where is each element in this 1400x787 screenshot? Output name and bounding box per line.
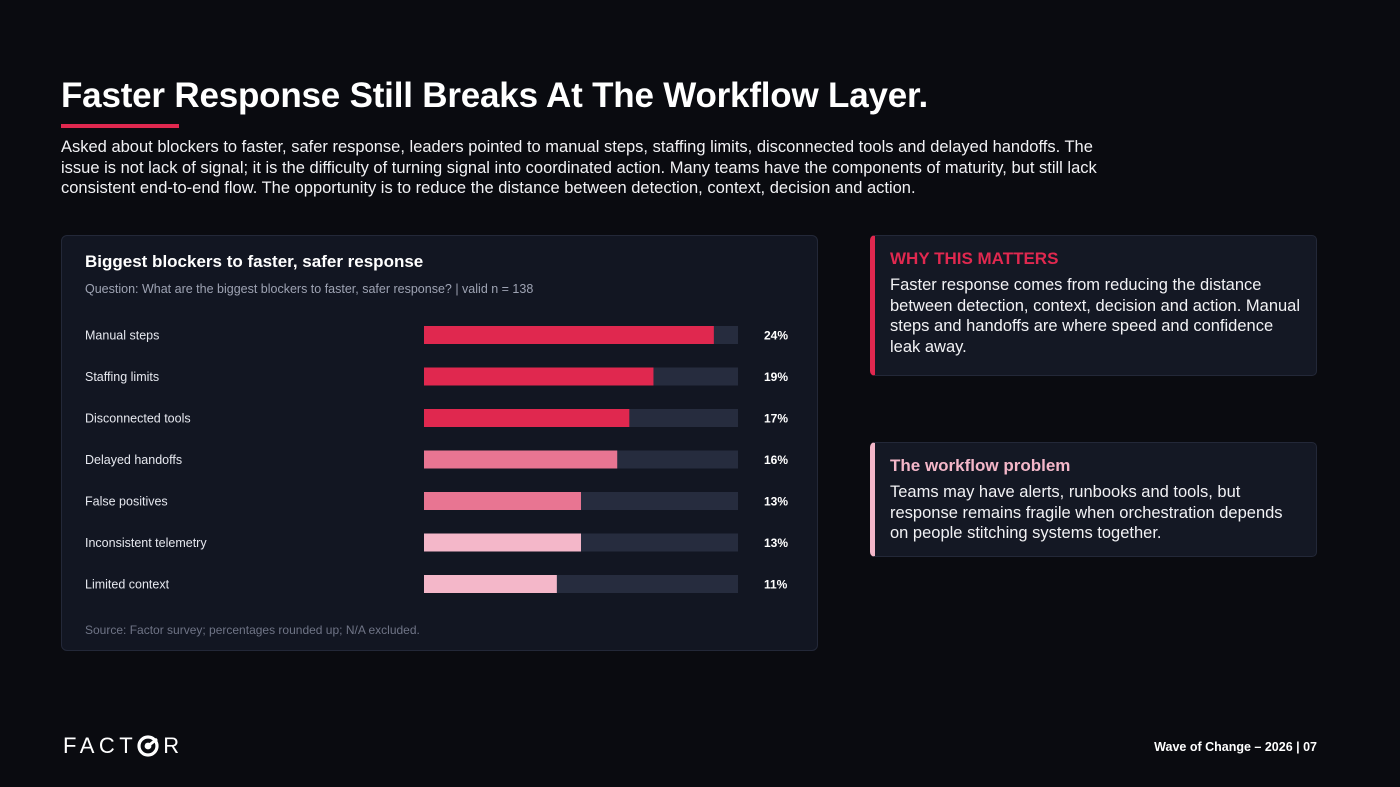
- value-label: 19%: [764, 370, 788, 384]
- workflow-problem-card: The workflow problem Teams may have aler…: [870, 442, 1317, 557]
- value-label: 13%: [764, 536, 788, 550]
- target-o-icon: [137, 735, 159, 757]
- card-heading: WHY THIS MATTERS: [890, 249, 1059, 268]
- value-label: 24%: [764, 329, 788, 343]
- category-label: Delayed handoffs: [85, 453, 182, 467]
- chart-title: Biggest blockers to faster, safer respon…: [85, 252, 424, 271]
- factor-logo: FACT R: [63, 733, 184, 759]
- value-label: 11%: [764, 578, 788, 592]
- value-label: 13%: [764, 495, 788, 509]
- bar-limited-context: [424, 575, 557, 593]
- card-body: Teams may have alerts, runbooks and tool…: [890, 483, 1283, 543]
- category-label: Limited context: [85, 578, 170, 592]
- card-body: Faster response comes from reducing the …: [890, 276, 1301, 357]
- value-label: 16%: [764, 453, 788, 467]
- bar-false-positives: [424, 492, 581, 510]
- bar-delayed-handoffs: [424, 450, 618, 469]
- page-label: Wave of Change – 2026 | 07: [1154, 740, 1317, 754]
- category-label: Manual steps: [85, 329, 159, 343]
- category-label: Staffing limits: [85, 370, 159, 384]
- bar-disconnected-tools: [424, 409, 630, 427]
- logo-text-left: FACT: [63, 733, 138, 758]
- logo-text-right: R: [163, 733, 184, 758]
- value-label: 17%: [764, 412, 788, 426]
- chart-card: Manual steps 24% Staffing limits 19% Disconn…: [61, 235, 818, 651]
- bar-inconsistent-telemetry: [424, 533, 581, 552]
- chart-subtitle: Question: What are the biggest blockers …: [85, 282, 534, 296]
- category-label: False positives: [85, 495, 168, 509]
- card-heading: The workflow problem: [890, 456, 1071, 475]
- intro-paragraph: Asked about blockers to faster, safer re…: [61, 138, 1097, 197]
- category-label: Disconnected tools: [85, 412, 191, 426]
- bar-staffing-limits: [424, 367, 654, 386]
- category-label: Inconsistent telemetry: [85, 536, 207, 550]
- bar-chart: Manual steps 24% Staffing limits 19% Disconn…: [85, 326, 788, 593]
- bar-manual-steps: [424, 326, 714, 344]
- chart-source: Source: Factor survey; percentages round…: [85, 623, 420, 637]
- page-title: Faster Response Still Breaks At The Work…: [61, 76, 929, 115]
- why-this-matters-card: WHY THIS MATTERS Faster response comes f…: [870, 235, 1317, 376]
- title-underline: [61, 124, 179, 128]
